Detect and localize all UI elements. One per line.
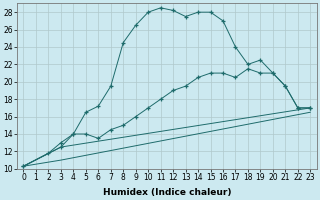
X-axis label: Humidex (Indice chaleur): Humidex (Indice chaleur) xyxy=(103,188,231,197)
